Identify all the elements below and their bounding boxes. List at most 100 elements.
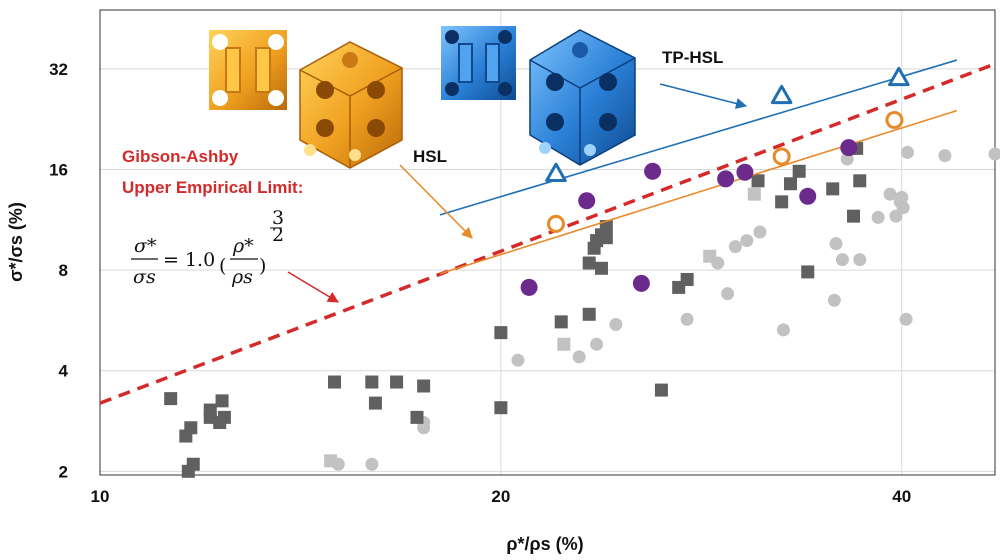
y-tick-label: 2 xyxy=(59,462,68,481)
x-axis-label: ρ*/ρs (%) xyxy=(506,534,583,554)
dark-squares-point xyxy=(215,394,229,408)
light-circles-point xyxy=(900,145,914,159)
light-circles-point xyxy=(899,312,913,326)
dark-squares-point xyxy=(417,379,431,393)
x-tick-label: 20 xyxy=(491,487,510,506)
dark-squares-point xyxy=(164,392,178,406)
dark-squares-point xyxy=(390,375,404,389)
eq-paren-close: ) xyxy=(259,255,266,277)
dark-squares-point xyxy=(554,315,568,329)
purple-reference-point xyxy=(840,139,858,157)
eq-lhs-den: σs xyxy=(133,266,156,288)
purple-reference-point xyxy=(736,163,754,181)
dark-squares-point xyxy=(327,375,341,389)
dark-squares-point xyxy=(751,174,765,188)
eq-rho-num: ρ* xyxy=(232,235,254,257)
light-circles-point xyxy=(853,253,867,267)
eq-exp-den: 2 xyxy=(272,224,284,246)
dark-squares-point xyxy=(494,326,508,340)
light-circles-point xyxy=(896,201,910,215)
plot-frame xyxy=(99,9,996,476)
purple-reference-point xyxy=(632,274,650,292)
dark-squares-point xyxy=(680,272,694,286)
dark-squares-point xyxy=(853,174,867,188)
hsl-unit-cell-3d-image xyxy=(299,41,403,169)
x-tick-label: 40 xyxy=(892,487,911,506)
light-circles-point xyxy=(871,210,885,224)
dark-squares-point xyxy=(826,182,840,196)
dark-squares-point xyxy=(654,383,668,397)
dark-squares-point xyxy=(368,396,382,410)
dark-squares-point xyxy=(775,195,789,209)
dark-squares-point xyxy=(494,401,508,415)
tp-hsl-point xyxy=(888,66,910,87)
dark-squares-point xyxy=(594,261,608,275)
tphsl-arrow xyxy=(659,83,748,109)
light-circles-point xyxy=(590,337,604,351)
purple-reference-point xyxy=(799,187,817,205)
dark-squares-point xyxy=(410,410,424,424)
dark-squares-point xyxy=(847,209,861,223)
hsl-unit-cell-2d-image xyxy=(209,30,287,110)
tp-hsl-fit-line xyxy=(439,59,958,216)
y-tick-label: 4 xyxy=(59,362,69,381)
gibson-arrow xyxy=(287,271,339,303)
x-axis-ticks: 10 20 40 xyxy=(91,487,912,506)
dark-squares-point xyxy=(801,265,815,279)
eq-lhs-num: σ* xyxy=(134,235,157,257)
dark-squares-point xyxy=(783,177,797,191)
light-circles-point xyxy=(365,457,379,471)
x-tick-label: 10 xyxy=(91,487,110,506)
light-squares-point xyxy=(324,454,338,468)
purple-reference-point xyxy=(717,170,735,188)
hsl-fit-line xyxy=(439,109,958,275)
light-circles-point xyxy=(740,234,754,248)
hsl-point xyxy=(885,110,904,129)
eq-exp-num: 3 xyxy=(272,207,284,229)
gibson-subtitle: Upper Empirical Limit: xyxy=(122,178,303,197)
eq-paren-open: ( xyxy=(219,255,226,277)
data-marks xyxy=(99,59,1000,478)
light-squares-point xyxy=(747,187,761,201)
eq-rho-den: ρs xyxy=(231,266,253,288)
dark-squares-point xyxy=(217,410,231,424)
dark-squares-point xyxy=(203,403,217,417)
dark-squares-point xyxy=(599,231,613,245)
hsl-label: HSL xyxy=(413,147,447,166)
tp-hsl-point xyxy=(770,84,793,105)
tphsl-unit-cell-3d-image xyxy=(529,29,636,166)
light-squares-point xyxy=(703,249,717,263)
tphsl-label: TP-HSL xyxy=(662,48,723,67)
dark-squares-point xyxy=(582,256,596,270)
light-circles-point xyxy=(728,240,742,254)
gibson-title: Gibson-Ashby xyxy=(122,147,239,166)
light-circles-point xyxy=(721,287,735,301)
hsl-arrow xyxy=(399,164,473,239)
light-circles-point xyxy=(776,323,790,337)
light-circles-point xyxy=(835,253,849,267)
purple-reference-point xyxy=(578,192,596,210)
purple-reference-point xyxy=(644,162,662,180)
light-circles-point xyxy=(829,237,843,251)
hsl-point xyxy=(772,147,791,166)
light-circles-point xyxy=(680,312,694,326)
tphsl-unit-cell-2d-image xyxy=(441,26,516,100)
dark-squares-point xyxy=(599,220,613,234)
dark-squares-point xyxy=(792,164,806,178)
light-circles-point xyxy=(609,317,623,331)
dark-squares-point xyxy=(186,457,200,471)
light-circles-point xyxy=(895,190,909,204)
y-tick-label: 8 xyxy=(59,261,68,280)
dark-squares-point xyxy=(582,307,596,321)
y-axis-label: σ*/σs (%) xyxy=(6,202,26,282)
light-circles-point xyxy=(753,225,767,239)
light-squares-point xyxy=(557,337,571,351)
eq-coef: = 1.0 xyxy=(163,249,215,271)
light-circles-point xyxy=(889,209,903,223)
light-circles-point xyxy=(572,350,586,364)
dark-squares-point xyxy=(365,375,379,389)
dark-squares-point xyxy=(184,421,198,435)
y-tick-label: 32 xyxy=(49,60,68,79)
light-circles-point xyxy=(988,147,1000,161)
